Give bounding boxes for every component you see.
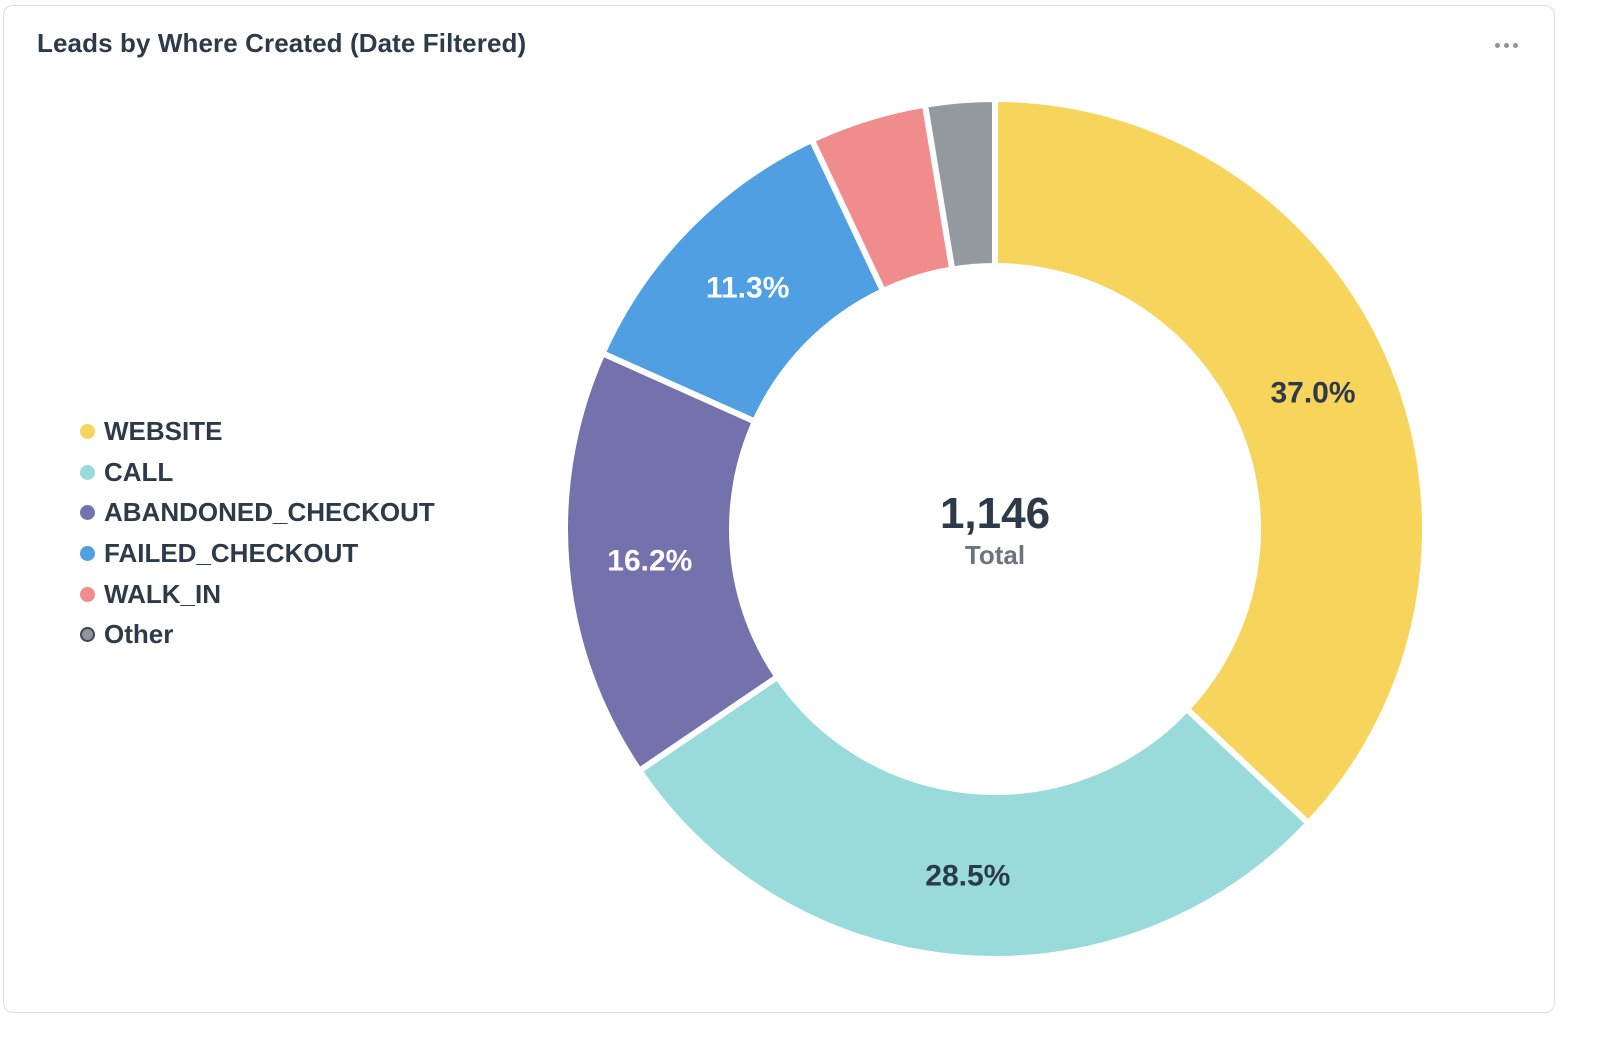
legend-swatch bbox=[80, 505, 95, 521]
more-horizontal-icon bbox=[1512, 42, 1518, 48]
legend-swatch bbox=[80, 464, 95, 480]
more-horizontal-icon bbox=[1494, 42, 1500, 48]
donut-slices bbox=[562, 95, 1428, 962]
legend-item-walk-in[interactable]: WALK_IN bbox=[80, 574, 435, 615]
more-horizontal-icon bbox=[1503, 42, 1509, 48]
slice-call[interactable] bbox=[635, 672, 1313, 962]
legend-swatch bbox=[80, 627, 95, 643]
legend-item-other[interactable]: Other bbox=[80, 614, 435, 655]
legend-label: ABANDONED_CHECKOUT bbox=[104, 497, 435, 528]
slice-label-abandoned-checkout: 16.2% bbox=[607, 544, 692, 577]
slice-other[interactable] bbox=[921, 95, 998, 273]
slice-label-call: 28.5% bbox=[925, 859, 1010, 892]
slice-abandoned-checkout[interactable] bbox=[562, 349, 782, 775]
legend-item-abandoned-checkout[interactable]: ABANDONED_CHECKOUT bbox=[80, 492, 435, 533]
slice-label-website: 37.0% bbox=[1270, 376, 1355, 409]
legend-item-call[interactable]: CALL bbox=[80, 452, 435, 493]
legend-swatch bbox=[80, 586, 95, 602]
legend-item-website[interactable]: WEBSITE bbox=[80, 411, 435, 452]
legend-swatch bbox=[80, 545, 95, 561]
legend-label: CALL bbox=[104, 456, 174, 487]
legend-item-failed-checkout[interactable]: FAILED_CHECKOUT bbox=[80, 533, 435, 574]
chart-legend: WEBSITE CALL ABANDONED_CHECKOUT FAILED_CHEC… bbox=[80, 411, 435, 655]
more-options-button[interactable] bbox=[1488, 30, 1524, 60]
legend-swatch bbox=[80, 423, 95, 439]
legend-label: WALK_IN bbox=[104, 578, 221, 609]
legend-label: WEBSITE bbox=[104, 415, 223, 446]
chart-title: Leads by Where Created (Date Filtered) bbox=[37, 28, 527, 58]
donut-slice-labels: 37.0% 28.5% 16.2% 11.3% bbox=[607, 271, 1355, 892]
legend-label: Other bbox=[104, 619, 174, 650]
slice-website[interactable] bbox=[992, 95, 1428, 828]
slice-label-failed-checkout: 11.3% bbox=[706, 271, 789, 304]
legend-label: FAILED_CHECKOUT bbox=[104, 537, 359, 568]
total-value: 1,146 bbox=[940, 489, 1050, 538]
total-label: Total bbox=[965, 540, 1025, 570]
